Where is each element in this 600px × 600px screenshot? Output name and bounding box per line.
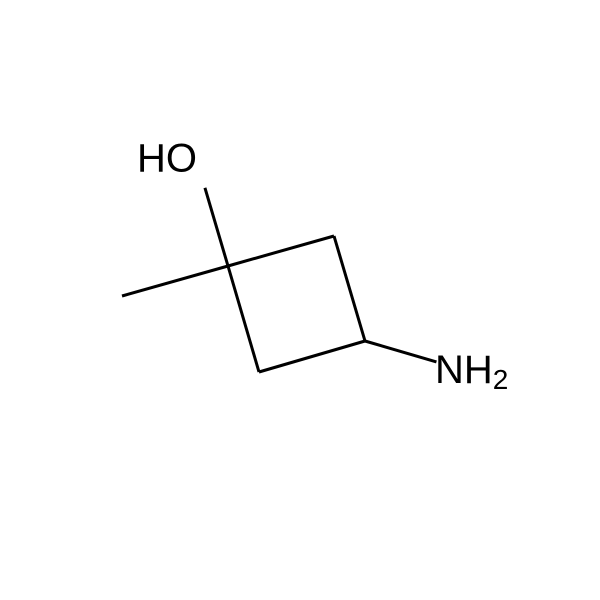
amino-label: NH2 bbox=[435, 348, 508, 396]
hydroxyl-label: HO bbox=[137, 137, 197, 181]
bond-c1-methyl bbox=[122, 266, 228, 296]
bond-c1-oh bbox=[205, 188, 228, 266]
bond-c3-nh2 bbox=[365, 341, 436, 362]
bond-c2-c3 bbox=[334, 236, 365, 341]
bond-c1-c2 bbox=[228, 236, 334, 266]
bond-c3-c4 bbox=[259, 341, 365, 372]
bond-c4-c1 bbox=[228, 266, 259, 372]
molecule-canvas: HO NH2 bbox=[0, 0, 600, 600]
